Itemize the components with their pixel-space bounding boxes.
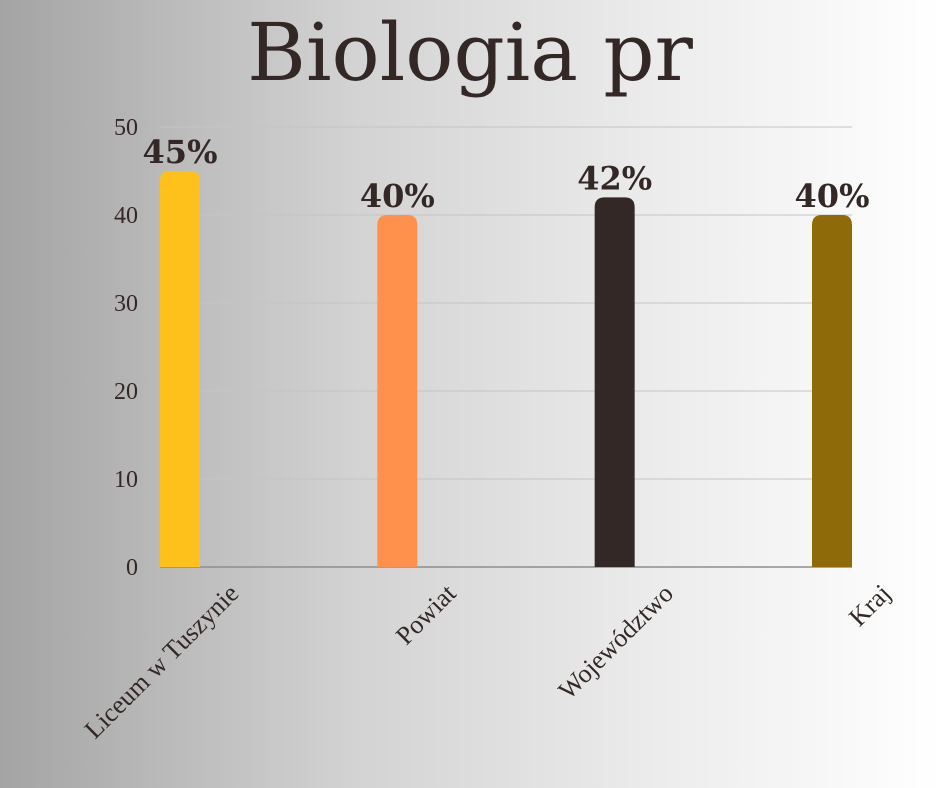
y-tick-label: 40	[114, 203, 138, 229]
chart-title: Biologia pr	[247, 6, 693, 99]
data-label: 42%	[577, 159, 652, 197]
category-label: Powiat	[390, 578, 462, 650]
y-tick-label: 50	[114, 115, 138, 141]
y-tick-label: 30	[114, 291, 138, 317]
data-label: 40%	[360, 177, 435, 215]
category-label: Liceum w Tuszynie	[79, 579, 245, 745]
bar	[377, 215, 418, 567]
data-label: 45%	[143, 133, 218, 171]
bar	[812, 215, 852, 567]
data-label: 40%	[795, 177, 870, 215]
y-tick-label: 0	[126, 555, 138, 581]
bar	[594, 197, 635, 567]
category-label: Kraj	[843, 579, 896, 632]
y-tick-label: 10	[114, 467, 138, 493]
category-label: Województwo	[553, 579, 679, 705]
y-tick-label: 20	[114, 379, 138, 405]
bar	[160, 171, 200, 567]
